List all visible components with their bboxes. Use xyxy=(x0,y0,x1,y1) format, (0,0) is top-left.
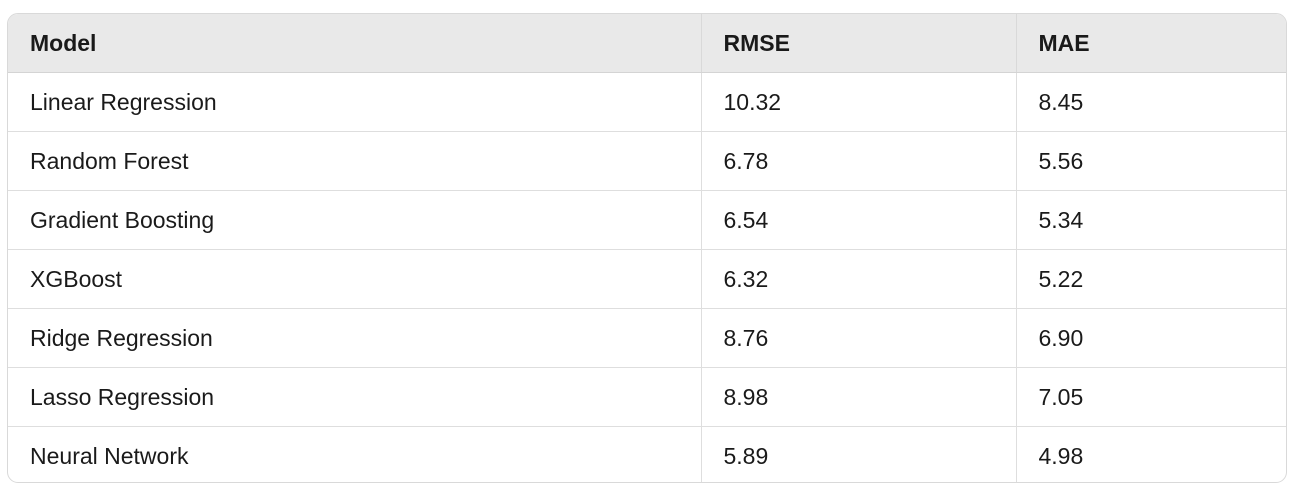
cell-mae: 6.90 xyxy=(1016,308,1286,368)
table-row: Neural Network 5.89 4.98 xyxy=(8,426,1286,482)
cell-rmse: 5.89 xyxy=(701,426,1017,482)
table-row: Ridge Regression 8.76 6.90 xyxy=(8,308,1286,368)
results-table-container: Model RMSE MAE Linear Regression 10.32 8… xyxy=(7,13,1287,483)
cell-mae: 4.98 xyxy=(1038,442,1084,469)
cell-model: Gradient Boosting xyxy=(8,190,702,250)
cell-rmse: 6.54 xyxy=(701,190,1017,250)
table-body: Linear Regression 10.32 8.45 Random Fore… xyxy=(8,72,1286,482)
cell-model: Linear Regression xyxy=(8,72,702,132)
table-row: Gradient Boosting 6.54 5.34 xyxy=(8,190,1286,250)
cell-rmse: 6.78 xyxy=(701,131,1017,191)
column-header-rmse: RMSE xyxy=(701,14,1017,73)
cell-model: Lasso Regression xyxy=(8,367,702,427)
table-row: XGBoost 6.32 5.22 xyxy=(8,249,1286,309)
cell-mae: 5.34 xyxy=(1016,190,1286,250)
table-row: Lasso Regression 8.98 7.05 xyxy=(8,367,1286,427)
cell-model: Random Forest xyxy=(8,131,702,191)
cell-mae: 7.05 xyxy=(1016,367,1286,427)
cell-rmse: 8.76 xyxy=(701,308,1017,368)
column-header-model: Model xyxy=(8,14,702,73)
table-header: Model RMSE MAE xyxy=(8,14,1286,73)
cell-rmse: 6.32 xyxy=(701,249,1017,309)
cell-mae: 5.56 xyxy=(1016,131,1286,191)
cell-model: Neural Network xyxy=(8,426,702,482)
cell-rmse: 10.32 xyxy=(701,72,1017,132)
cell-mae: 5.22 xyxy=(1016,249,1286,309)
model-metrics-table: Model RMSE MAE Linear Regression 10.32 8… xyxy=(8,14,1286,482)
table-row: Random Forest 6.78 5.56 xyxy=(8,131,1286,191)
cell-model: Ridge Regression xyxy=(8,308,702,368)
table-row: Linear Regression 10.32 8.45 xyxy=(8,72,1286,132)
cell-rmse: 8.98 xyxy=(701,367,1017,427)
cell-mae: 8.45 xyxy=(1016,72,1286,132)
column-header-mae: MAE xyxy=(1016,14,1286,73)
header-row: Model RMSE MAE xyxy=(8,14,1286,73)
cell-model: XGBoost xyxy=(8,249,702,309)
